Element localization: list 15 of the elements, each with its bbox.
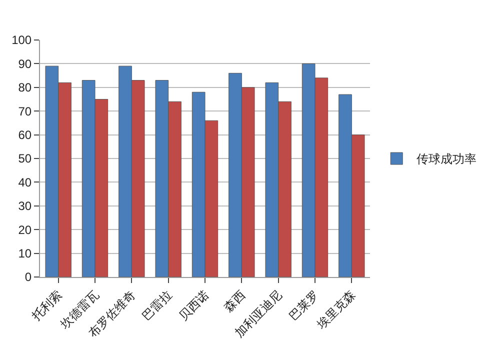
y-tick-label: 40 — [18, 175, 32, 190]
y-tick-label: 20 — [18, 222, 32, 237]
y-tick-label: 70 — [18, 104, 32, 118]
y-tick-label: 30 — [18, 199, 32, 214]
y-tick-label: 90 — [18, 56, 32, 71]
legend-label: 传球成功率 — [416, 152, 477, 166]
y-tick-label: 60 — [18, 128, 32, 142]
y-tick-label: 10 — [18, 246, 32, 260]
y-tick-label: 100 — [12, 33, 32, 48]
y-tick-label: 0 — [24, 270, 32, 284]
y-tick-label: 50 — [18, 152, 32, 166]
y-tick-label: 80 — [18, 80, 32, 95]
x-tick-label: 森西 — [221, 288, 248, 315]
x-tick-label: 巴雷拉 — [139, 288, 175, 324]
x-tick-label: 贝西诺 — [176, 288, 212, 324]
